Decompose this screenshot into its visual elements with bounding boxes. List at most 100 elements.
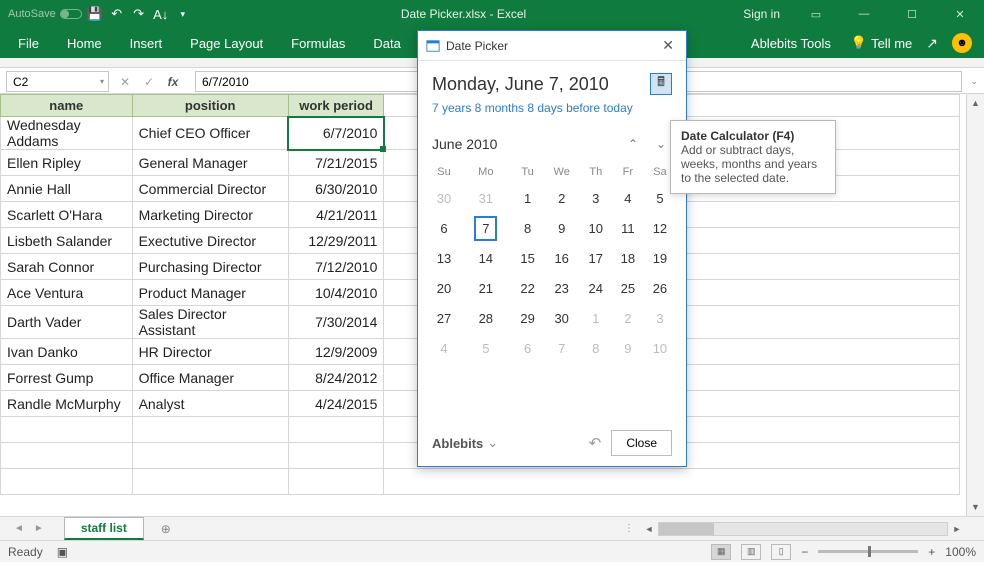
- tab-data[interactable]: Data: [359, 28, 414, 58]
- hscroll-left-icon[interactable]: ◄: [642, 524, 656, 534]
- calendar-day[interactable]: 2: [544, 183, 580, 213]
- sort-icon[interactable]: A↓: [152, 5, 170, 23]
- cell[interactable]: [384, 469, 960, 495]
- cell[interactable]: Lisbeth Salander: [1, 228, 133, 254]
- fx-icon[interactable]: fx: [163, 72, 183, 92]
- cell[interactable]: [1, 443, 133, 469]
- view-pagebreak-icon[interactable]: ▯: [771, 544, 791, 560]
- cell[interactable]: Annie Hall: [1, 176, 133, 202]
- cell[interactable]: Chief CEO Officer: [132, 117, 288, 150]
- zoom-slider[interactable]: [818, 550, 918, 553]
- calendar-day[interactable]: 4: [612, 183, 644, 213]
- cell[interactable]: [288, 417, 384, 443]
- cell[interactable]: 10/4/2010: [288, 280, 384, 306]
- cell[interactable]: Purchasing Director: [132, 254, 288, 280]
- cell[interactable]: 7/21/2015: [288, 150, 384, 176]
- calendar-day[interactable]: 11: [612, 213, 644, 243]
- cell[interactable]: Darth Vader: [1, 306, 133, 339]
- add-sheet-icon[interactable]: ⊕: [154, 517, 178, 541]
- minimize-icon[interactable]: —: [844, 0, 884, 28]
- calendar-day[interactable]: 30: [428, 183, 460, 213]
- cell[interactable]: [132, 417, 288, 443]
- cell[interactable]: 6/30/2010: [288, 176, 384, 202]
- calendar-day[interactable]: 16: [544, 243, 580, 273]
- calendar-day[interactable]: 6: [428, 213, 460, 243]
- datepicker-undo-icon[interactable]: ↶: [579, 434, 612, 452]
- hscroll-right-icon[interactable]: ►: [950, 524, 964, 534]
- cell[interactable]: Sarah Connor: [1, 254, 133, 280]
- calendar-day[interactable]: 30: [544, 303, 580, 333]
- calendar-day[interactable]: 21: [460, 273, 511, 303]
- calendar-day[interactable]: 9: [544, 213, 580, 243]
- datepicker-next-icon[interactable]: ⌄: [650, 133, 672, 155]
- enter-formula-icon[interactable]: ✓: [139, 72, 159, 92]
- calendar-day[interactable]: 8: [512, 213, 544, 243]
- calendar-day[interactable]: 17: [580, 243, 612, 273]
- calendar-day[interactable]: 31: [460, 183, 511, 213]
- cancel-formula-icon[interactable]: ✕: [115, 72, 135, 92]
- cell[interactable]: Ivan Danko: [1, 339, 133, 365]
- calendar-day[interactable]: 14: [460, 243, 511, 273]
- tell-me[interactable]: 💡 Tell me: [851, 35, 912, 51]
- calendar-day[interactable]: 7: [544, 333, 580, 363]
- calendar-day[interactable]: 22: [512, 273, 544, 303]
- cell[interactable]: Ace Ventura: [1, 280, 133, 306]
- column-header[interactable]: work period: [288, 95, 384, 117]
- calendar-day[interactable]: 23: [544, 273, 580, 303]
- calendar-day[interactable]: 13: [428, 243, 460, 273]
- sheet-tab-active[interactable]: staff list: [64, 517, 144, 540]
- cell[interactable]: Forrest Gump: [1, 365, 133, 391]
- datepicker-close-button[interactable]: Close: [611, 430, 672, 456]
- ribbon-display-icon[interactable]: ▭: [796, 0, 836, 28]
- tab-formulas[interactable]: Formulas: [277, 28, 359, 58]
- close-window-icon[interactable]: ✕: [940, 0, 980, 28]
- tab-file[interactable]: File: [4, 28, 53, 58]
- calendar-day[interactable]: 3: [644, 303, 676, 333]
- calendar-day[interactable]: 3: [580, 183, 612, 213]
- calendar-day[interactable]: 29: [512, 303, 544, 333]
- cell[interactable]: Ellen Ripley: [1, 150, 133, 176]
- maximize-icon[interactable]: ☐: [892, 0, 932, 28]
- tab-ablebits[interactable]: Ablebits Tools: [737, 28, 845, 58]
- calendar-day[interactable]: 5: [460, 333, 511, 363]
- datepicker-prev-icon[interactable]: ⌃: [622, 133, 644, 155]
- calendar-day[interactable]: 1: [512, 183, 544, 213]
- cell[interactable]: Marketing Director: [132, 202, 288, 228]
- cell[interactable]: Office Manager: [132, 365, 288, 391]
- cell[interactable]: [1, 469, 133, 495]
- scroll-up-icon[interactable]: ▲: [971, 94, 980, 112]
- view-normal-icon[interactable]: ▦: [711, 544, 731, 560]
- calendar-day[interactable]: 15: [512, 243, 544, 273]
- autosave-switch[interactable]: [60, 9, 82, 19]
- name-box[interactable]: C2: [6, 71, 109, 92]
- cell[interactable]: [288, 469, 384, 495]
- save-icon[interactable]: 💾: [86, 5, 104, 23]
- zoom-out-icon[interactable]: −: [801, 545, 808, 559]
- cell[interactable]: 6/7/2010: [288, 117, 384, 150]
- ablebits-menu[interactable]: Ablebits: [432, 435, 498, 451]
- macro-record-icon[interactable]: ▣: [57, 545, 68, 559]
- cell[interactable]: Commercial Director: [132, 176, 288, 202]
- calendar-day[interactable]: 8: [580, 333, 612, 363]
- tab-page-layout[interactable]: Page Layout: [176, 28, 277, 58]
- tab-split-icon[interactable]: ⋮: [618, 523, 640, 534]
- cell[interactable]: [288, 443, 384, 469]
- tab-nav-prev-icon[interactable]: ◄: [14, 523, 24, 534]
- vertical-scrollbar[interactable]: ▲ ▼: [966, 94, 984, 516]
- column-header[interactable]: position: [132, 95, 288, 117]
- undo-icon[interactable]: ↶: [108, 5, 126, 23]
- qat-customize-icon[interactable]: ▾: [174, 5, 192, 23]
- calendar-day[interactable]: 18: [612, 243, 644, 273]
- calendar-day[interactable]: 1: [580, 303, 612, 333]
- cell[interactable]: Randle McMurphy: [1, 391, 133, 417]
- cell[interactable]: 12/9/2009: [288, 339, 384, 365]
- date-calculator-button[interactable]: 🖩: [650, 73, 672, 95]
- calendar-day[interactable]: 26: [644, 273, 676, 303]
- view-pagelayout-icon[interactable]: ▥: [741, 544, 761, 560]
- cell[interactable]: Exectutive Director: [132, 228, 288, 254]
- tab-insert[interactable]: Insert: [116, 28, 177, 58]
- calendar-grid[interactable]: SuMoTuWeThFrSa30311234567891011121314151…: [428, 161, 676, 363]
- cell[interactable]: [1, 417, 133, 443]
- calendar-day[interactable]: 20: [428, 273, 460, 303]
- signin-link[interactable]: Sign in: [735, 7, 788, 21]
